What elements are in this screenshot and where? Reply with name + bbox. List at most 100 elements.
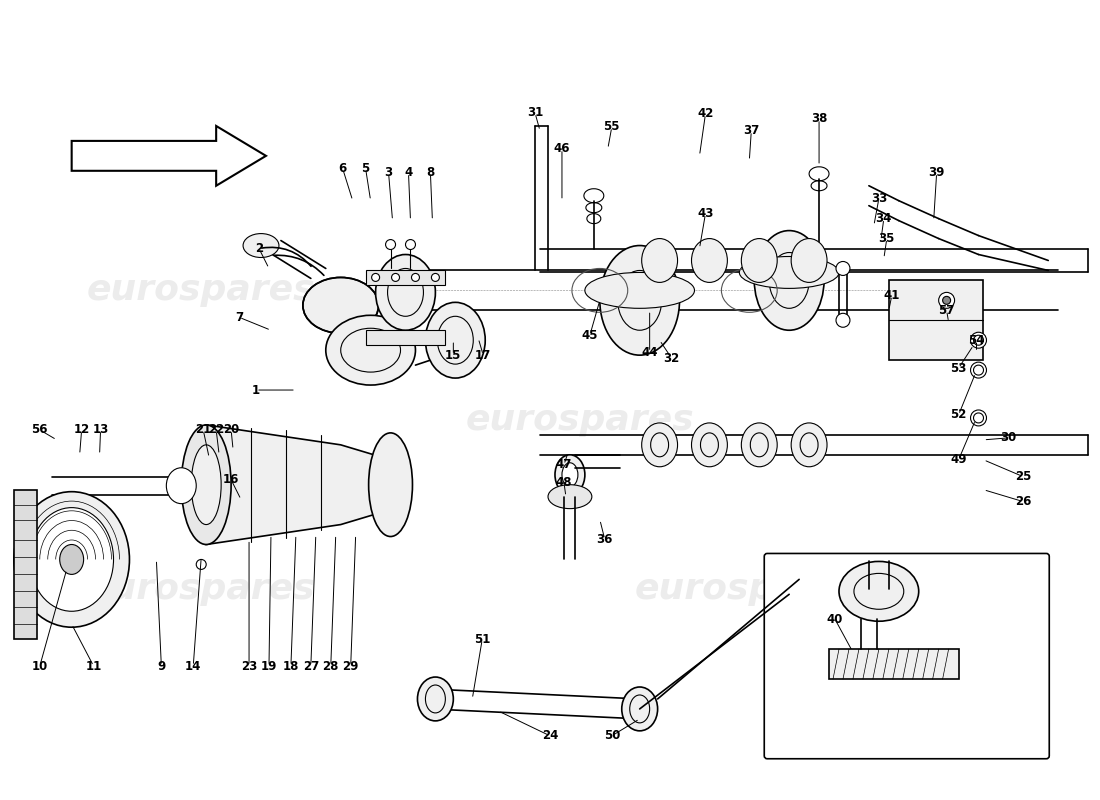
Circle shape [386,239,396,250]
Ellipse shape [600,246,680,355]
Text: 17: 17 [475,349,492,362]
Ellipse shape [182,425,231,545]
Text: 42: 42 [697,107,714,121]
Text: 2: 2 [255,242,263,255]
Text: 24: 24 [542,730,558,742]
Text: 50: 50 [604,730,620,742]
Ellipse shape [741,238,778,282]
Text: 45: 45 [582,329,598,342]
Text: 20: 20 [223,423,239,436]
Ellipse shape [426,302,485,378]
Circle shape [196,559,206,570]
Text: 11: 11 [86,659,101,673]
Text: 12: 12 [74,423,90,436]
Text: 36: 36 [596,533,613,546]
Bar [365,270,446,286]
Text: 53: 53 [950,362,967,374]
Bar [829,649,958,679]
Ellipse shape [59,545,84,574]
Ellipse shape [368,433,412,537]
Text: 32: 32 [663,352,680,365]
Text: 30: 30 [1000,431,1016,444]
Ellipse shape [641,238,678,282]
Text: 10: 10 [32,659,48,673]
Circle shape [938,292,955,308]
Ellipse shape [191,445,221,525]
Ellipse shape [302,278,378,334]
Circle shape [372,274,379,282]
Text: 43: 43 [697,207,714,220]
Bar [889,281,983,360]
Ellipse shape [741,423,778,466]
Polygon shape [72,126,266,186]
Text: 57: 57 [938,304,955,317]
Text: 3: 3 [385,166,393,179]
Ellipse shape [375,254,436,330]
Text: 15: 15 [446,349,462,362]
Circle shape [406,239,416,250]
Ellipse shape [562,462,578,486]
Text: 54: 54 [968,334,984,346]
Text: 19: 19 [261,659,277,673]
Circle shape [970,410,987,426]
Ellipse shape [14,492,130,627]
Text: 29: 29 [342,659,359,673]
Text: 35: 35 [879,232,895,245]
Ellipse shape [418,677,453,721]
Text: 34: 34 [876,212,892,225]
Text: 18: 18 [283,659,299,673]
Text: 27: 27 [302,659,319,673]
Text: 47: 47 [556,458,572,471]
Ellipse shape [621,687,658,731]
Text: 9: 9 [157,659,165,673]
Ellipse shape [755,230,824,330]
Text: 33: 33 [871,192,887,206]
Circle shape [431,274,439,282]
Text: 48: 48 [556,476,572,490]
Text: eurospares: eurospares [87,274,316,307]
Text: 41: 41 [883,289,900,302]
Circle shape [411,274,419,282]
Text: 51: 51 [474,633,491,646]
Text: 25: 25 [1015,470,1032,483]
Text: 38: 38 [811,113,827,126]
Polygon shape [206,425,390,545]
Ellipse shape [739,257,839,288]
Circle shape [943,296,950,304]
Circle shape [970,332,987,348]
Ellipse shape [692,423,727,466]
Text: 13: 13 [92,423,109,436]
Ellipse shape [556,455,585,494]
Text: 28: 28 [322,659,339,673]
Bar [365,330,446,345]
Ellipse shape [30,508,113,611]
Text: 39: 39 [928,166,945,179]
Circle shape [392,274,399,282]
Ellipse shape [585,273,694,308]
Text: 44: 44 [641,346,658,358]
Text: 14: 14 [185,659,201,673]
Ellipse shape [548,485,592,509]
Text: eurospares: eurospares [635,572,864,606]
Text: 23: 23 [241,659,257,673]
Ellipse shape [641,423,678,466]
Text: eurospares: eurospares [87,572,316,606]
Ellipse shape [243,234,279,258]
Circle shape [970,362,987,378]
Text: 1: 1 [252,383,260,397]
Text: 5: 5 [362,162,370,175]
Text: 6: 6 [339,162,346,175]
Text: 22: 22 [208,423,224,436]
Text: 56: 56 [32,423,48,436]
Text: eurospares: eurospares [465,403,694,437]
Text: 37: 37 [744,125,759,138]
Text: 46: 46 [553,142,570,155]
Text: 52: 52 [950,409,967,422]
Text: 4: 4 [405,166,412,179]
Ellipse shape [326,315,416,385]
Ellipse shape [839,562,918,622]
Ellipse shape [692,238,727,282]
Text: 26: 26 [1015,495,1032,508]
Circle shape [836,262,850,275]
Circle shape [836,314,850,327]
